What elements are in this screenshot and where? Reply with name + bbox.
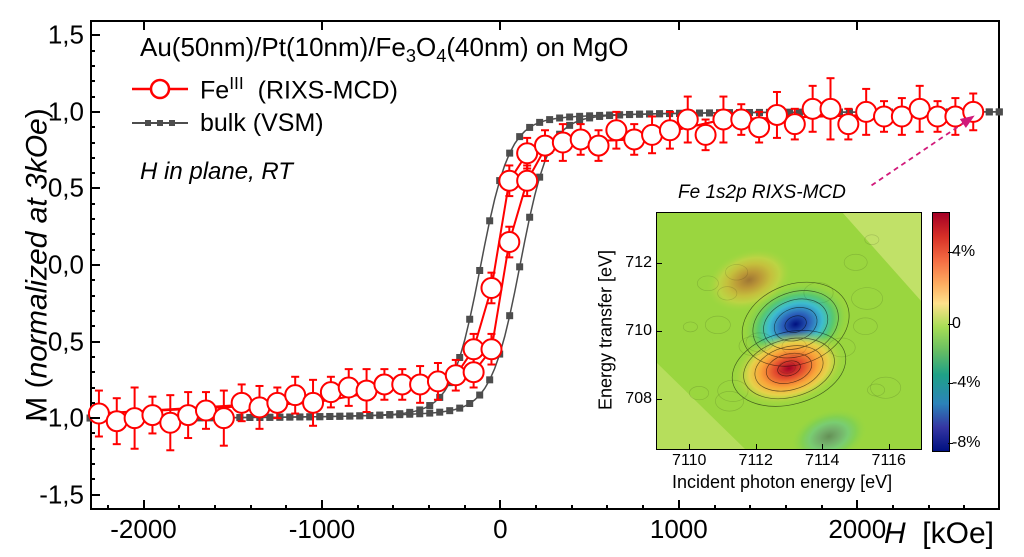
x-tick-label: -2000 xyxy=(110,514,177,545)
inset-y-tick: 708 xyxy=(618,390,652,408)
colorbar-tick: 4% xyxy=(952,243,975,261)
inset-title: Fe 1s2p RIXS-MCD xyxy=(678,182,846,204)
y-tick-label: -1,0 xyxy=(14,403,84,434)
inset-x-label: Incident photon energy [eV] xyxy=(672,472,892,493)
legend-label-vsm: bulk (VSM) xyxy=(200,109,324,138)
colorbar xyxy=(932,212,950,452)
conditions-text: H in plane, RT xyxy=(140,158,293,186)
legend-label-rixs: FeIII (RIXS-MCD) xyxy=(200,73,398,105)
legend-row-vsm: bulk (VSM) xyxy=(130,106,398,140)
x-tick-label: 0 xyxy=(493,514,507,545)
legend-symbol-rixs xyxy=(130,77,190,101)
inset-plot-frame xyxy=(656,212,922,450)
inset-x-tick: 7114 xyxy=(805,452,839,470)
inset-x-tick: 7116 xyxy=(872,452,906,470)
inset-y-tick: 710 xyxy=(618,322,652,340)
colorbar-tick: 0 xyxy=(952,315,961,333)
x-tick-label: 1000 xyxy=(650,514,708,545)
x-tick-label: 2000 xyxy=(828,514,886,545)
y-tick-label: 1,5 xyxy=(14,20,84,51)
legend: FeIII (RIXS-MCD) bulk (VSM) xyxy=(130,72,398,140)
inset-x-tick: 7112 xyxy=(739,452,773,470)
y-tick-label: 0,5 xyxy=(14,173,84,204)
inset-y-label: Energy transfer [eV] xyxy=(596,250,617,410)
x-axis-label: H [kOe] xyxy=(884,517,994,551)
y-tick-label: -1,5 xyxy=(14,479,84,510)
inset-panel: Fe 1s2p RIXS-MCD xyxy=(588,178,992,496)
inset-x-tick: 7110 xyxy=(672,452,706,470)
y-tick-label: 0,0 xyxy=(14,250,84,281)
x-tick-label: -1000 xyxy=(289,514,356,545)
legend-row-rixs: FeIII (RIXS-MCD) xyxy=(130,72,398,106)
sample-title: Au(50nm)/Pt(10nm)/Fe3O4(40nm) on MgO xyxy=(140,32,628,67)
colorbar-tick: -4% xyxy=(952,374,980,392)
colorbar-tick: -8% xyxy=(952,434,980,452)
y-tick-label: -0,5 xyxy=(14,326,84,357)
y-tick-label: 1,0 xyxy=(14,96,84,127)
inset-y-tick: 712 xyxy=(618,254,652,272)
legend-symbol-vsm xyxy=(130,111,190,135)
